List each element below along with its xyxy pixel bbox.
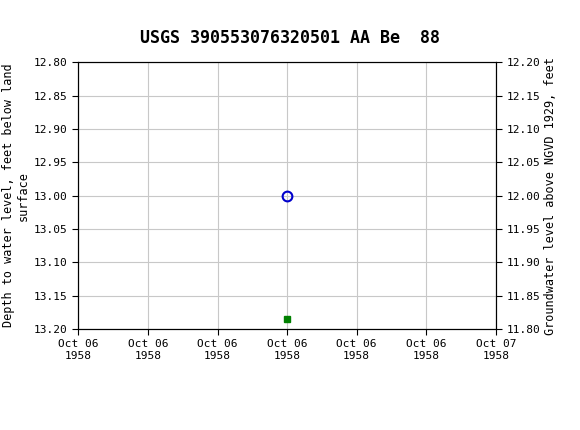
Bar — [12, 2, 90, 34]
Y-axis label: Depth to water level, feet below land
surface: Depth to water level, feet below land su… — [2, 64, 30, 328]
Text: USGS 390553076320501 AA Be  88: USGS 390553076320501 AA Be 88 — [140, 29, 440, 47]
Y-axis label: Groundwater level above NGVD 1929, feet: Groundwater level above NGVD 1929, feet — [544, 57, 557, 335]
Text: USGS: USGS — [406, 9, 466, 28]
